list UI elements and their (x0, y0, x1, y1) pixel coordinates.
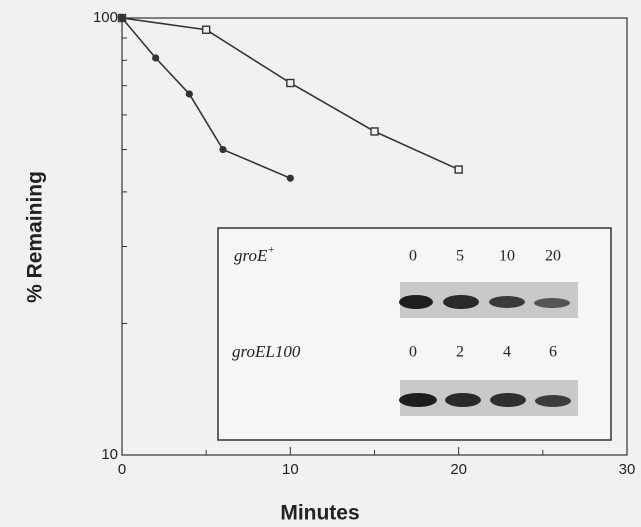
x-tick-label: 0 (118, 461, 126, 478)
time-label: 10 (499, 248, 515, 265)
y-tick-label: 10 (101, 446, 118, 463)
lane-superscript: + (267, 244, 274, 256)
point (219, 146, 226, 153)
gel-band (490, 393, 526, 407)
gel-band (399, 393, 437, 407)
time-label: 0 (409, 248, 417, 265)
gel-band (443, 295, 479, 309)
point (186, 90, 193, 97)
lane-name: groEL100 (232, 342, 301, 361)
point (287, 175, 294, 182)
lane-name: groE (234, 246, 268, 265)
gel-band (534, 298, 570, 308)
time-label: 4 (503, 344, 511, 361)
point (287, 80, 294, 87)
gel-band (399, 295, 433, 309)
chart: Minutes % Remaining groE+ groEL100 01020… (0, 0, 641, 527)
x-tick-label: 20 (450, 461, 467, 478)
y-axis-label: % Remaining (24, 171, 47, 303)
point (118, 14, 125, 21)
x-axis-label: Minutes (280, 502, 359, 525)
time-label: 0 (409, 344, 417, 361)
gel-band (489, 296, 525, 308)
point (371, 128, 378, 135)
lane-label: groEL100 (232, 342, 301, 361)
x-tick-label: 30 (619, 461, 636, 478)
point (203, 26, 210, 33)
time-label: 6 (549, 344, 557, 361)
time-label: 5 (456, 248, 464, 265)
y-tick-label: 100 (93, 9, 118, 26)
point (152, 54, 159, 61)
x-tick-label: 10 (282, 461, 299, 478)
gel-band (445, 393, 481, 407)
gel-band (535, 395, 571, 407)
time-label: 2 (456, 344, 464, 361)
point (455, 166, 462, 173)
time-label: 20 (545, 248, 561, 265)
